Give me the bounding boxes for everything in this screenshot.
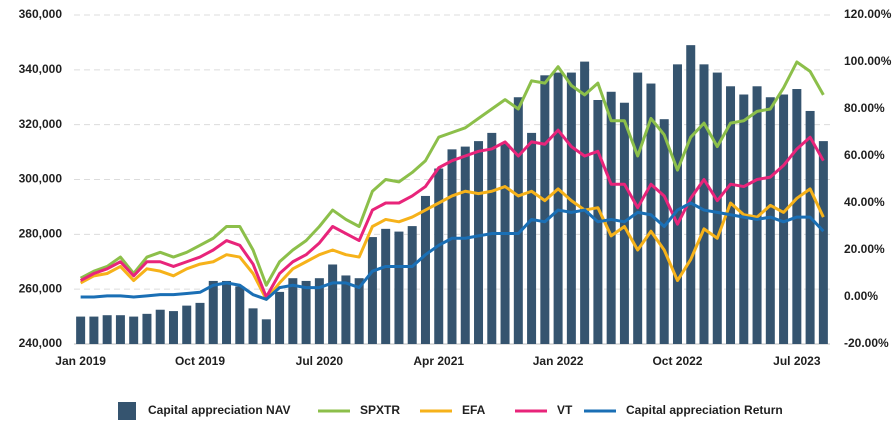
- bar: [672, 64, 682, 344]
- y2-tick-label: -20.00%: [844, 336, 889, 350]
- bar: [659, 119, 669, 344]
- bar: [580, 61, 590, 344]
- y2-tick-label: 60.00%: [844, 148, 885, 162]
- legend-label: VT: [557, 403, 573, 417]
- bar: [779, 94, 789, 344]
- bar: [434, 168, 444, 344]
- bar: [155, 309, 165, 344]
- bar: [619, 102, 629, 344]
- x-tick-label: Jan 2019: [55, 354, 106, 368]
- bar: [195, 302, 205, 344]
- line-series: [79, 128, 825, 299]
- bar: [487, 132, 497, 344]
- bar: [553, 72, 563, 344]
- bar: [527, 132, 537, 344]
- x-tick-label: Apr 2021: [413, 354, 464, 368]
- y2-tick-label: 120.00%: [844, 7, 892, 21]
- bar: [407, 226, 417, 344]
- bar: [208, 280, 218, 344]
- bar: [76, 316, 86, 344]
- bar: [222, 280, 232, 344]
- bar: [540, 75, 550, 345]
- bar: [182, 305, 192, 344]
- y2-tick-label: 40.00%: [844, 195, 885, 209]
- legend-label: Capital appreciation Return: [626, 403, 783, 417]
- bar: [341, 275, 351, 344]
- bar: [367, 237, 377, 344]
- bar: [168, 311, 178, 344]
- bar: [381, 228, 391, 344]
- y-tick-label: 260,000: [19, 281, 63, 295]
- x-tick-label: Jan 2022: [533, 354, 584, 368]
- legend-label: SPXTR: [360, 403, 400, 417]
- y-tick-label: 280,000: [19, 227, 63, 241]
- y2-tick-label: 100.00%: [844, 54, 892, 68]
- bar: [275, 291, 285, 344]
- y-tick-label: 360,000: [19, 7, 63, 21]
- bar: [288, 278, 298, 344]
- bar: [261, 319, 271, 344]
- bar: [765, 97, 775, 344]
- bar: [301, 280, 311, 344]
- bar: [420, 195, 430, 344]
- bar: [566, 72, 576, 344]
- bar: [686, 45, 696, 345]
- bar: [235, 286, 245, 344]
- legend-label: Capital appreciation NAV: [148, 403, 290, 417]
- bar: [354, 278, 364, 344]
- bar: [500, 143, 510, 344]
- x-tick-label: Oct 2019: [175, 354, 225, 368]
- bar: [460, 146, 470, 344]
- bar: [248, 308, 258, 344]
- legend-swatch: [118, 402, 136, 420]
- bar: [447, 149, 457, 344]
- bar: [739, 94, 749, 344]
- bar: [606, 91, 616, 345]
- bar: [102, 315, 112, 344]
- bar: [142, 313, 152, 344]
- y2-tick-label: 80.00%: [844, 101, 885, 115]
- y-tick-label: 320,000: [19, 117, 63, 131]
- line-series: [79, 185, 825, 301]
- bar: [699, 64, 709, 344]
- bar: [314, 278, 324, 344]
- x-tick-label: Jul 2023: [773, 354, 821, 368]
- line-series: [79, 60, 825, 287]
- bar: [474, 141, 484, 344]
- y2-tick-label: 0.00%: [844, 289, 878, 303]
- line-series: [80, 201, 825, 301]
- y-tick-label: 300,000: [19, 172, 63, 186]
- bar: [818, 141, 828, 344]
- y2-tick-label: 20.00%: [844, 242, 885, 256]
- bar: [394, 231, 404, 344]
- y-tick-label: 240,000: [19, 336, 63, 350]
- bar: [513, 97, 523, 344]
- bar: [328, 264, 338, 344]
- bar: [115, 315, 125, 344]
- x-tick-label: Jul 2020: [296, 354, 344, 368]
- bar: [89, 316, 99, 344]
- bar: [712, 72, 722, 344]
- x-tick-label: Oct 2022: [652, 354, 702, 368]
- legend-label: EFA: [462, 403, 486, 417]
- y-tick-label: 340,000: [19, 62, 63, 76]
- bar: [129, 316, 139, 344]
- bar: [805, 110, 815, 344]
